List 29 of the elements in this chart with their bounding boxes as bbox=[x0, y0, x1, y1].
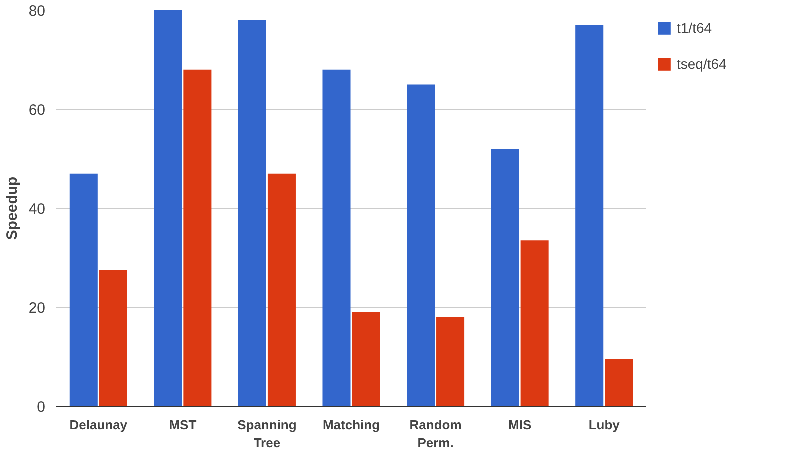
y-axis-title: Speedup bbox=[4, 176, 21, 240]
legend-label: t1/t64 bbox=[677, 20, 712, 36]
y-tick-label: 60 bbox=[28, 102, 46, 119]
y-tick-label: 40 bbox=[28, 201, 46, 218]
bar bbox=[605, 359, 634, 406]
x-tick-label: MST bbox=[169, 418, 197, 432]
x-tick-label: Matching bbox=[322, 418, 380, 432]
bar bbox=[436, 317, 465, 406]
x-tick-label: MIS bbox=[508, 418, 532, 432]
bar bbox=[238, 20, 266, 406]
bar bbox=[70, 174, 98, 406]
y-tick-label: 0 bbox=[37, 399, 46, 416]
x-tick-label: Spanning Tree bbox=[238, 418, 297, 450]
bar bbox=[407, 84, 436, 406]
y-tick-label: 80 bbox=[28, 3, 46, 20]
bar bbox=[154, 10, 182, 406]
bar bbox=[322, 70, 351, 406]
x-tick-label: Luby bbox=[588, 418, 621, 432]
bar bbox=[99, 270, 128, 406]
x-tick-label: Random Perm. bbox=[410, 418, 462, 450]
bar bbox=[520, 240, 549, 406]
x-tick-label: Delaunay bbox=[70, 418, 128, 432]
legend-label: tseq/t64 bbox=[677, 56, 727, 72]
bar bbox=[184, 70, 212, 406]
bar bbox=[491, 149, 520, 406]
bar bbox=[576, 25, 604, 406]
y-tick-label: 20 bbox=[28, 300, 46, 317]
bar bbox=[352, 312, 380, 406]
bar bbox=[268, 174, 296, 406]
